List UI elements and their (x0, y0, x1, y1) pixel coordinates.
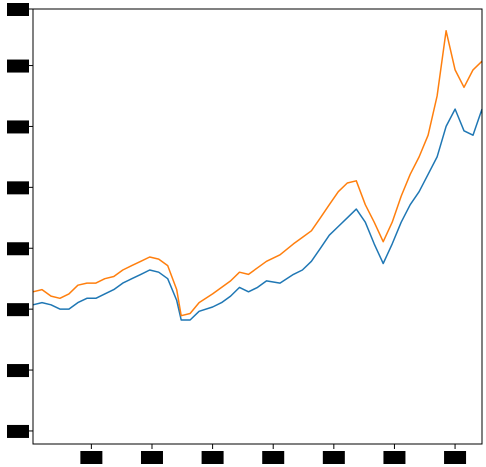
x-tick-label-redacted-1 (80, 451, 103, 464)
x-tick-label-redacted-2 (140, 451, 163, 464)
y-tick-label-redacted-7 (7, 59, 29, 73)
series-layer (32, 30, 483, 321)
series-line-2 (32, 30, 483, 317)
y-tick-label-redacted-6 (7, 120, 29, 134)
x-tick-label-redacted-4 (262, 451, 285, 464)
x-tick-label-redacted-7 (444, 451, 467, 464)
y-tick-label-redacted-5 (7, 181, 29, 195)
y-tick-label-redacted-1 (7, 424, 29, 438)
x-tick-label-redacted-3 (201, 451, 224, 464)
y-tick-label-redacted-8 (7, 3, 29, 16)
series-line-1 (32, 108, 483, 321)
x-tick-label-redacted-6 (383, 451, 406, 464)
tick-layer (7, 3, 467, 464)
y-tick-label-redacted-4 (7, 242, 29, 256)
x-tick-label-redacted-5 (322, 451, 345, 464)
plot-frame (32, 8, 483, 445)
y-tick-label-redacted-3 (7, 303, 29, 317)
plot-background (33, 9, 482, 444)
y-tick-label-redacted-2 (7, 364, 29, 378)
